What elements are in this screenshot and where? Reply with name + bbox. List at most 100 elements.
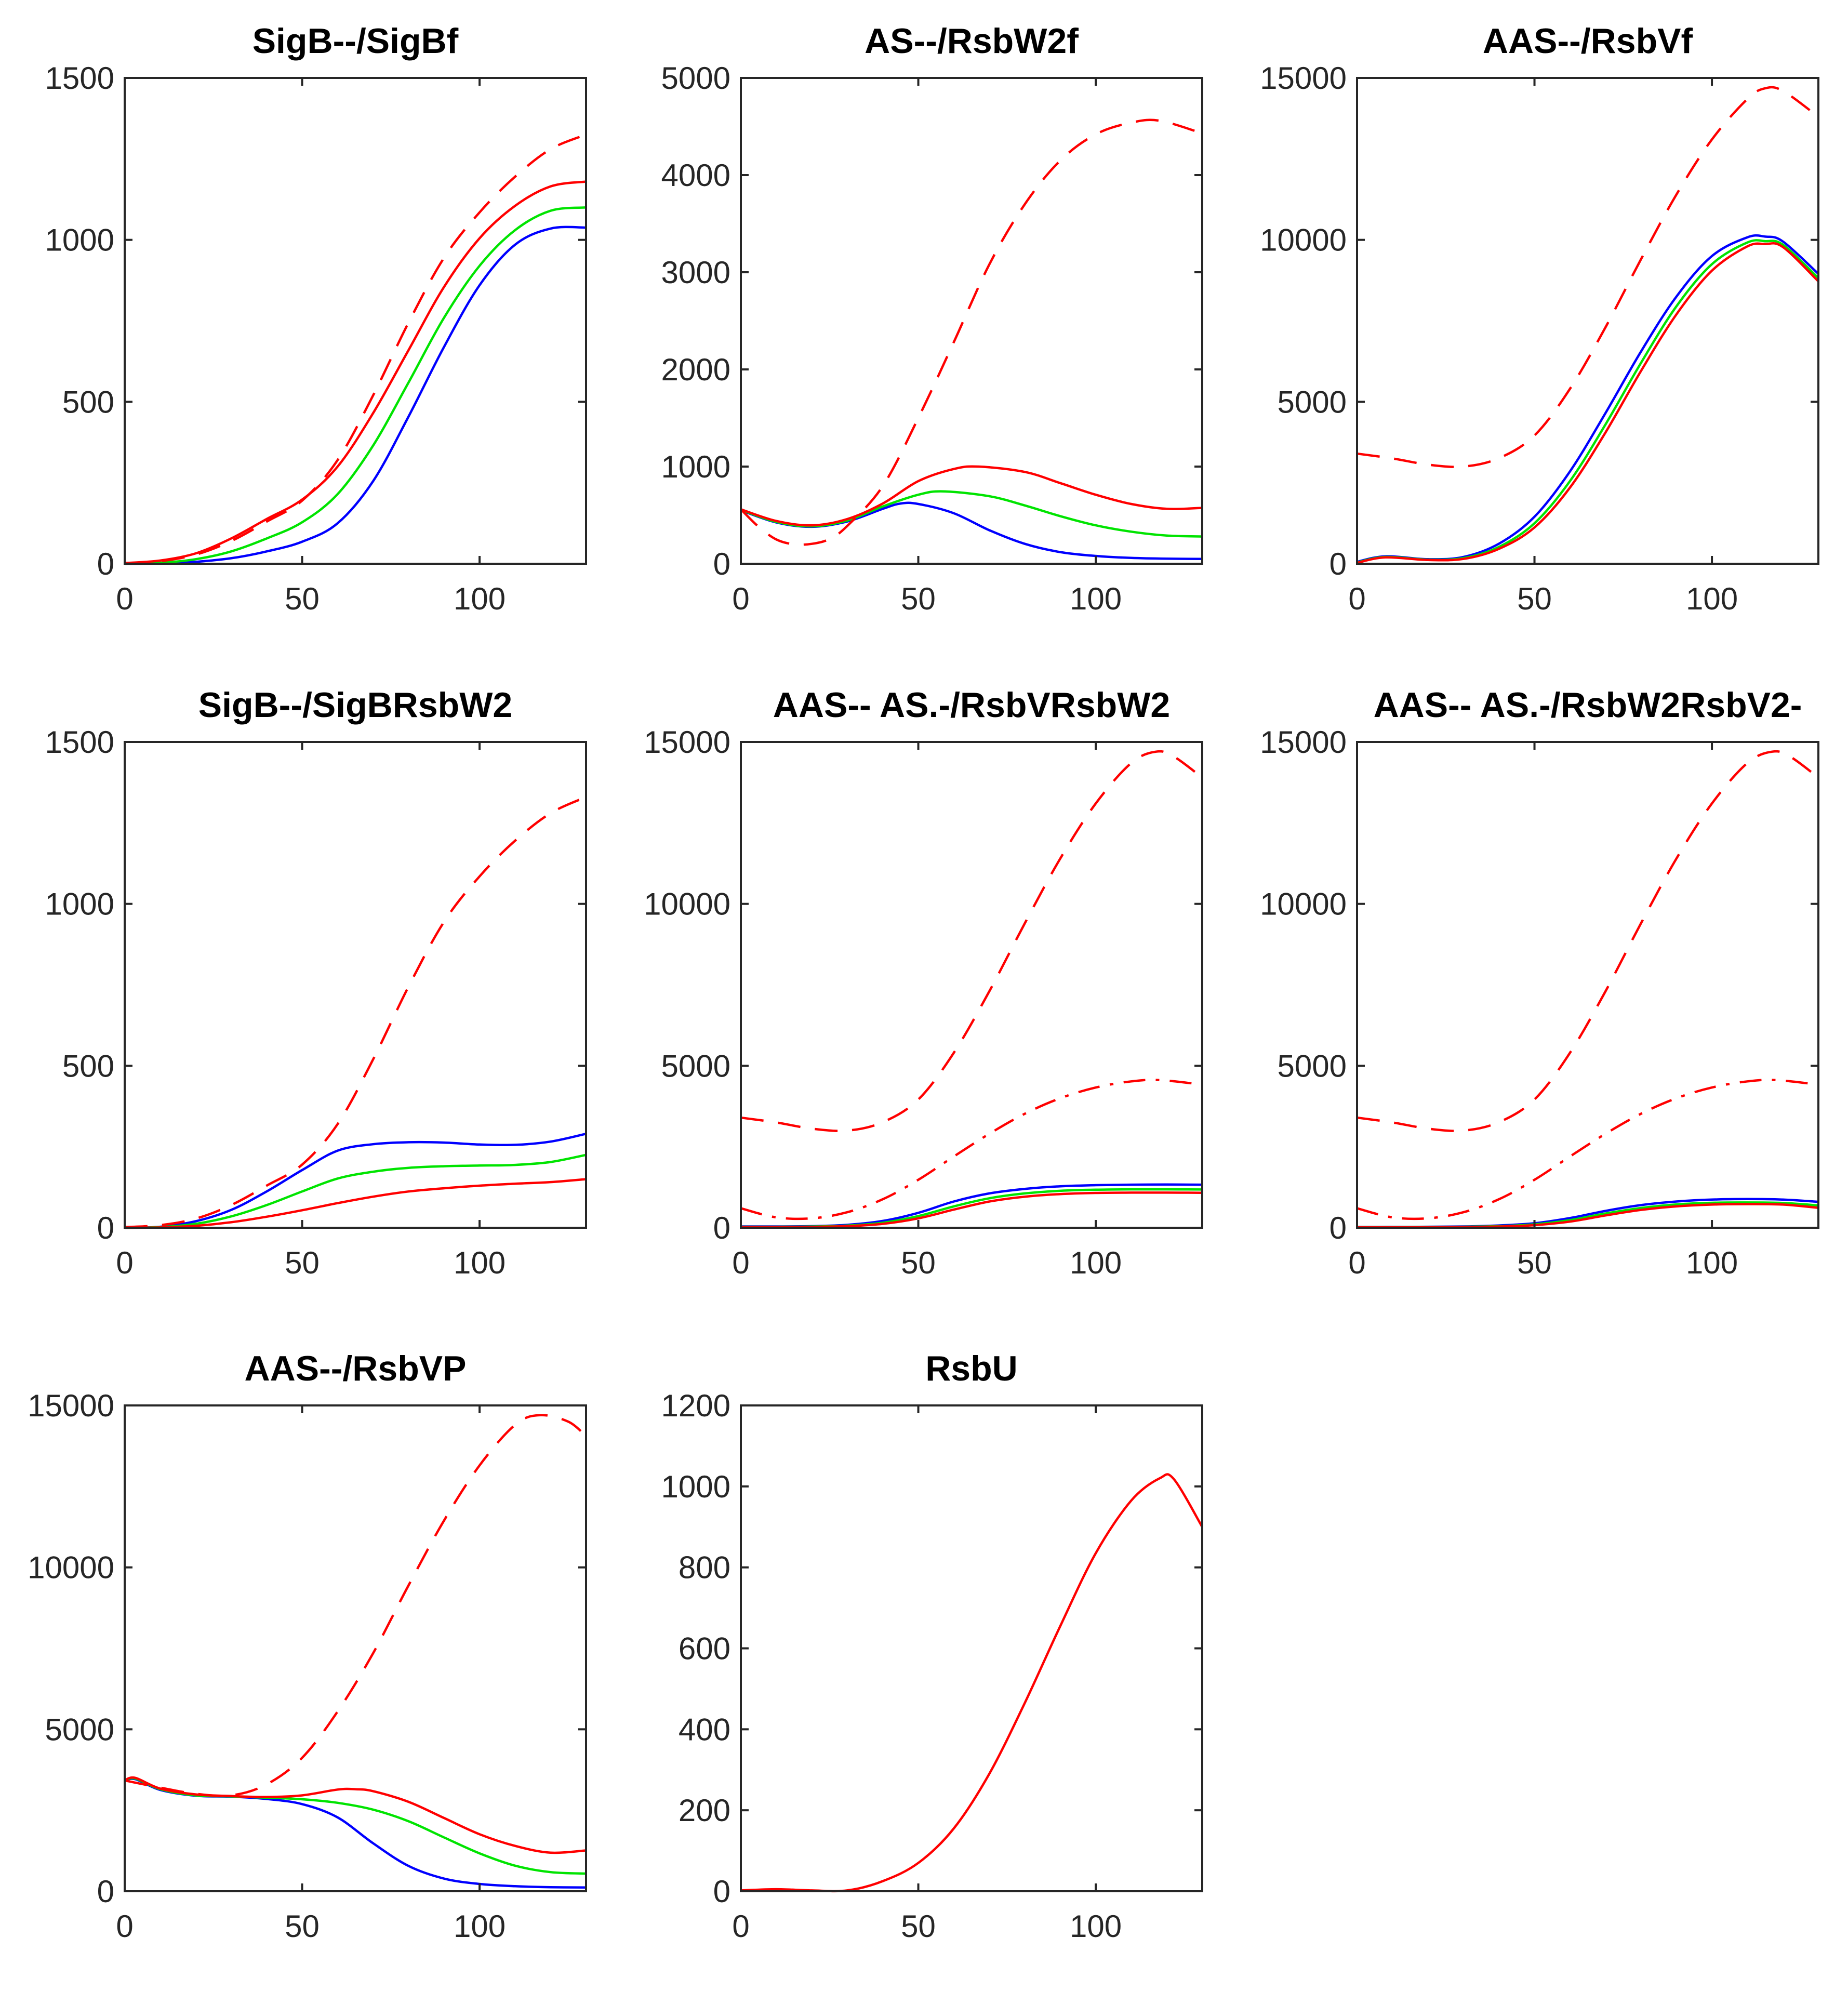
y-tick-label: 1000 xyxy=(45,887,114,922)
y-tick-label: 10000 xyxy=(28,1550,114,1585)
x-tick-label: 0 xyxy=(116,581,133,616)
series-red-dashdot xyxy=(1357,1079,1819,1220)
chart-title: SigB--/SigBf xyxy=(252,21,459,61)
x-tick-label: 100 xyxy=(454,581,506,616)
axes-frame xyxy=(124,77,587,565)
y-tick-label: 5000 xyxy=(661,61,730,96)
series-red-solid xyxy=(124,1776,587,1854)
y-tick-label: 1000 xyxy=(661,449,730,484)
x-tick-label: 50 xyxy=(901,1245,936,1280)
series-green-solid xyxy=(740,1188,1203,1228)
axes-frame xyxy=(124,1404,587,1892)
series-blue-solid xyxy=(1357,234,1819,563)
x-tick-label: 0 xyxy=(116,1245,133,1280)
y-tick-label: 15000 xyxy=(28,1388,114,1423)
series-red-dashed xyxy=(124,134,587,564)
series-blue-solid xyxy=(124,225,587,565)
y-tick-label: 5000 xyxy=(1278,1048,1347,1083)
y-tick-label: 400 xyxy=(679,1712,730,1747)
chart-canvas-aas-as-rsbw2rsbv2: AAS-- AS.-/RsbW2RsbV2- 0 50 100 0 5000 10000 15… xyxy=(1260,685,1819,1280)
y-tick-label: 1200 xyxy=(661,1388,730,1423)
series-green-solid xyxy=(124,1153,587,1229)
series-red-dashed xyxy=(124,795,587,1228)
y-tick-label: 500 xyxy=(62,1048,114,1083)
x-tick-label: 0 xyxy=(116,1909,133,1944)
y-tick-label: 5000 xyxy=(45,1712,114,1747)
subplot-aas-as-rsbvrsbw2: AAS-- AS.-/RsbVRsbW2 0 50 100 0 5000 10000 1500… xyxy=(616,664,1232,1328)
series-red-solid xyxy=(1357,242,1819,564)
y-tick-label: 200 xyxy=(679,1793,730,1828)
y-tick-label: 0 xyxy=(1330,1211,1347,1245)
x-tick-label: 50 xyxy=(1517,581,1552,616)
x-tick-label: 100 xyxy=(1070,1245,1122,1280)
y-tick-label: 15000 xyxy=(1260,61,1347,96)
subplot-sigb-sigbrsbw2: SigB--/SigBRsbW2 0 50 100 0 500 1000 1500 xyxy=(0,664,616,1328)
y-tick-label: 10000 xyxy=(1260,887,1347,922)
y-tick-label: 15000 xyxy=(1260,725,1347,760)
series-blue-solid xyxy=(124,1133,587,1229)
chart-title: AS--/RsbW2f xyxy=(865,21,1079,61)
y-tick-label: 0 xyxy=(97,1874,114,1909)
y-tick-label: 3000 xyxy=(661,255,730,290)
subplot-rsbu: RsbU 0 50 100 0 200 400 600 800 1000 1200 xyxy=(616,1328,1232,1991)
chart-title: SigB--/SigBRsbW2 xyxy=(198,685,512,725)
series-red-dashed xyxy=(740,750,1203,1132)
chart-title: AAS-- AS.-/RsbW2RsbV2- xyxy=(1374,685,1802,725)
y-tick-label: 5000 xyxy=(661,1048,730,1083)
axes-frame xyxy=(124,741,587,1229)
x-tick-label: 0 xyxy=(1348,581,1365,616)
series-red-solid xyxy=(740,1473,1203,1893)
x-tick-label: 50 xyxy=(1517,1245,1552,1280)
axes-frame xyxy=(740,77,1203,565)
axes-frame xyxy=(740,741,1203,1229)
y-tick-label: 0 xyxy=(97,1211,114,1245)
y-tick-label: 1000 xyxy=(45,223,114,258)
y-tick-label: 4000 xyxy=(661,158,730,193)
x-tick-label: 50 xyxy=(285,581,320,616)
chart-canvas-aas-rsbvp: AAS--/RsbVP 0 50 100 0 5000 10000 15000 xyxy=(28,1349,587,1944)
y-tick-label: 0 xyxy=(713,1874,730,1909)
series-red-solid xyxy=(124,1178,587,1229)
y-tick-label: 0 xyxy=(713,1211,730,1245)
series-red-dashed xyxy=(740,118,1203,546)
x-tick-label: 0 xyxy=(732,1245,749,1280)
y-tick-label: 800 xyxy=(679,1550,730,1585)
series-red-solid xyxy=(124,180,587,564)
x-tick-label: 50 xyxy=(901,581,936,616)
x-tick-label: 0 xyxy=(732,581,749,616)
x-tick-label: 50 xyxy=(285,1245,320,1280)
chart-canvas-aas-as-rsbvrsbw2: AAS-- AS.-/RsbVRsbW2 0 50 100 0 5000 10000 1500… xyxy=(644,685,1203,1280)
x-tick-label: 100 xyxy=(1070,1909,1122,1944)
y-tick-label: 1500 xyxy=(45,61,114,96)
series-green-solid xyxy=(1357,239,1819,564)
y-tick-label: 0 xyxy=(97,547,114,581)
x-tick-label: 100 xyxy=(1686,581,1738,616)
series-green-solid xyxy=(740,490,1203,538)
series-red-solid xyxy=(740,465,1203,527)
x-tick-label: 50 xyxy=(901,1909,936,1944)
series-red-dashdot xyxy=(740,1079,1203,1220)
series-green-solid xyxy=(124,1777,587,1875)
chart-canvas-aas-rsbvf: AAS--/RsbVf 0 50 100 0 5000 10000 15000 xyxy=(1260,21,1819,616)
y-tick-label: 0 xyxy=(1330,547,1347,581)
chart-title: AAS--/RsbVP xyxy=(245,1349,467,1388)
axes-frame xyxy=(1356,77,1819,565)
series-green-solid xyxy=(124,206,587,565)
subplot-aas-rsbvp: AAS--/RsbVP 0 50 100 0 5000 10000 15000 xyxy=(0,1328,616,1991)
series-red-dashed xyxy=(124,1414,587,1797)
y-tick-label: 15000 xyxy=(644,725,730,760)
x-tick-label: 100 xyxy=(1070,581,1122,616)
y-tick-label: 10000 xyxy=(644,887,730,922)
x-tick-label: 100 xyxy=(454,1909,506,1944)
series-red-dashed xyxy=(1357,86,1819,468)
y-tick-label: 500 xyxy=(62,384,114,419)
axes-frame xyxy=(1356,741,1819,1229)
subplot-as-rsbw2f: AS--/RsbW2f 0 50 100 0 1000 2000 3000 4000 5000 xyxy=(616,0,1232,663)
x-tick-label: 0 xyxy=(1348,1245,1365,1280)
y-tick-label: 0 xyxy=(713,547,730,581)
